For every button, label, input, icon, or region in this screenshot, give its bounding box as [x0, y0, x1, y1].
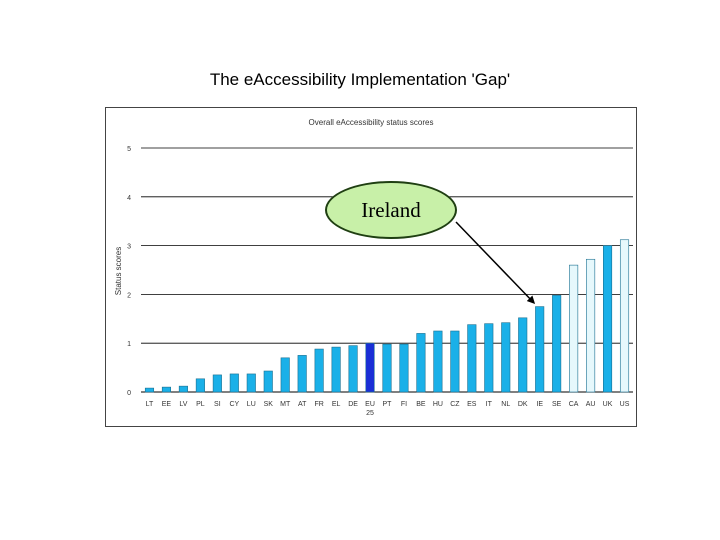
x-tick-label: SE [552, 401, 562, 408]
x-tick-label: SI [214, 401, 221, 408]
bar-pt [382, 343, 392, 393]
x-tick-label: FI [401, 401, 407, 408]
y-tick-label: 5 [127, 146, 131, 153]
x-tick-label: DE [348, 401, 358, 408]
bar-dk [518, 317, 528, 393]
bar-uk [603, 245, 613, 393]
bar-lu [246, 373, 256, 393]
bar-se [552, 295, 562, 393]
bar-fr [314, 348, 324, 393]
bar-ca [569, 264, 579, 393]
x-tick-label: EL [332, 401, 341, 408]
x-tick-label: CZ [450, 401, 460, 408]
bar-el [331, 346, 341, 393]
x-tick-label: LU [247, 401, 256, 408]
bar-sk [263, 370, 273, 393]
bar-be [416, 333, 426, 393]
x-tick-label: ES [467, 401, 477, 408]
x-tick-label: MT [280, 401, 291, 408]
bar-eu-25 [365, 342, 375, 393]
x-tick-label: PL [196, 401, 205, 408]
x-tick-label: NL [501, 401, 510, 408]
bar-es [467, 324, 477, 393]
bar-fi [399, 343, 409, 393]
x-tick-label: EE [162, 401, 172, 408]
x-tick-label: 25 [366, 410, 374, 417]
x-tick-label: LT [146, 401, 154, 408]
x-tick-label: CY [229, 401, 239, 408]
y-tick-label: 0 [127, 390, 131, 397]
bar-de [348, 345, 358, 393]
bar-pl [195, 378, 205, 393]
callout-label: Ireland [361, 197, 421, 222]
bar-hu [433, 330, 443, 393]
chart-title: Overall eAccessibility status scores [309, 118, 434, 127]
slide-title: The eAccessibility Implementation 'Gap' [209, 70, 511, 89]
bar-nl [501, 322, 511, 393]
bar-it [484, 323, 494, 393]
y-tick-label: 2 [127, 292, 131, 299]
y-tick-label: 4 [127, 195, 131, 202]
bar-ie [535, 306, 545, 393]
x-tick-label: IT [486, 401, 493, 408]
bar-mt [280, 357, 290, 393]
y-tick-label: 1 [127, 341, 131, 348]
x-tick-label: LV [179, 401, 187, 408]
x-tick-label: PT [383, 401, 393, 408]
bar-cy [229, 373, 239, 393]
bar-cz [450, 330, 460, 393]
y-axis-label: Status scores [114, 247, 123, 295]
x-tick-label: EU [365, 401, 375, 408]
bar-ee [161, 386, 171, 393]
x-tick-label: AT [298, 401, 307, 408]
x-tick-label: SK [264, 401, 274, 408]
bar-si [212, 374, 222, 393]
x-tick-labels: LT EE LV PL SI CY LU SK MT AT FR EL DE EU 25 PT FI BE HU CZ… [146, 401, 630, 417]
x-tick-label: US [620, 401, 630, 408]
x-tick-label: IE [536, 401, 543, 408]
bar-au [586, 258, 596, 393]
x-tick-label: DK [518, 401, 528, 408]
x-tick-label: BE [416, 401, 426, 408]
y-tick-labels: 0 1 2 3 4 5 [127, 146, 131, 397]
ireland-callout: Ireland [325, 181, 457, 239]
bar-at [297, 355, 307, 393]
x-tick-label: HU [433, 401, 443, 408]
bar-lt [144, 387, 155, 393]
x-tick-label: AU [586, 401, 596, 408]
x-tick-label: FR [314, 401, 323, 408]
x-tick-label: UK [603, 401, 613, 408]
y-tick-label: 3 [127, 244, 131, 251]
bar-lv [178, 385, 188, 393]
x-tick-label: CA [569, 401, 579, 408]
bar-chart: Overall eAccessibility status scores Sta… [114, 118, 633, 417]
chart-frame: Overall eAccessibility status scores Sta… [105, 107, 637, 427]
bars [144, 239, 630, 393]
bar-us [619, 239, 630, 393]
